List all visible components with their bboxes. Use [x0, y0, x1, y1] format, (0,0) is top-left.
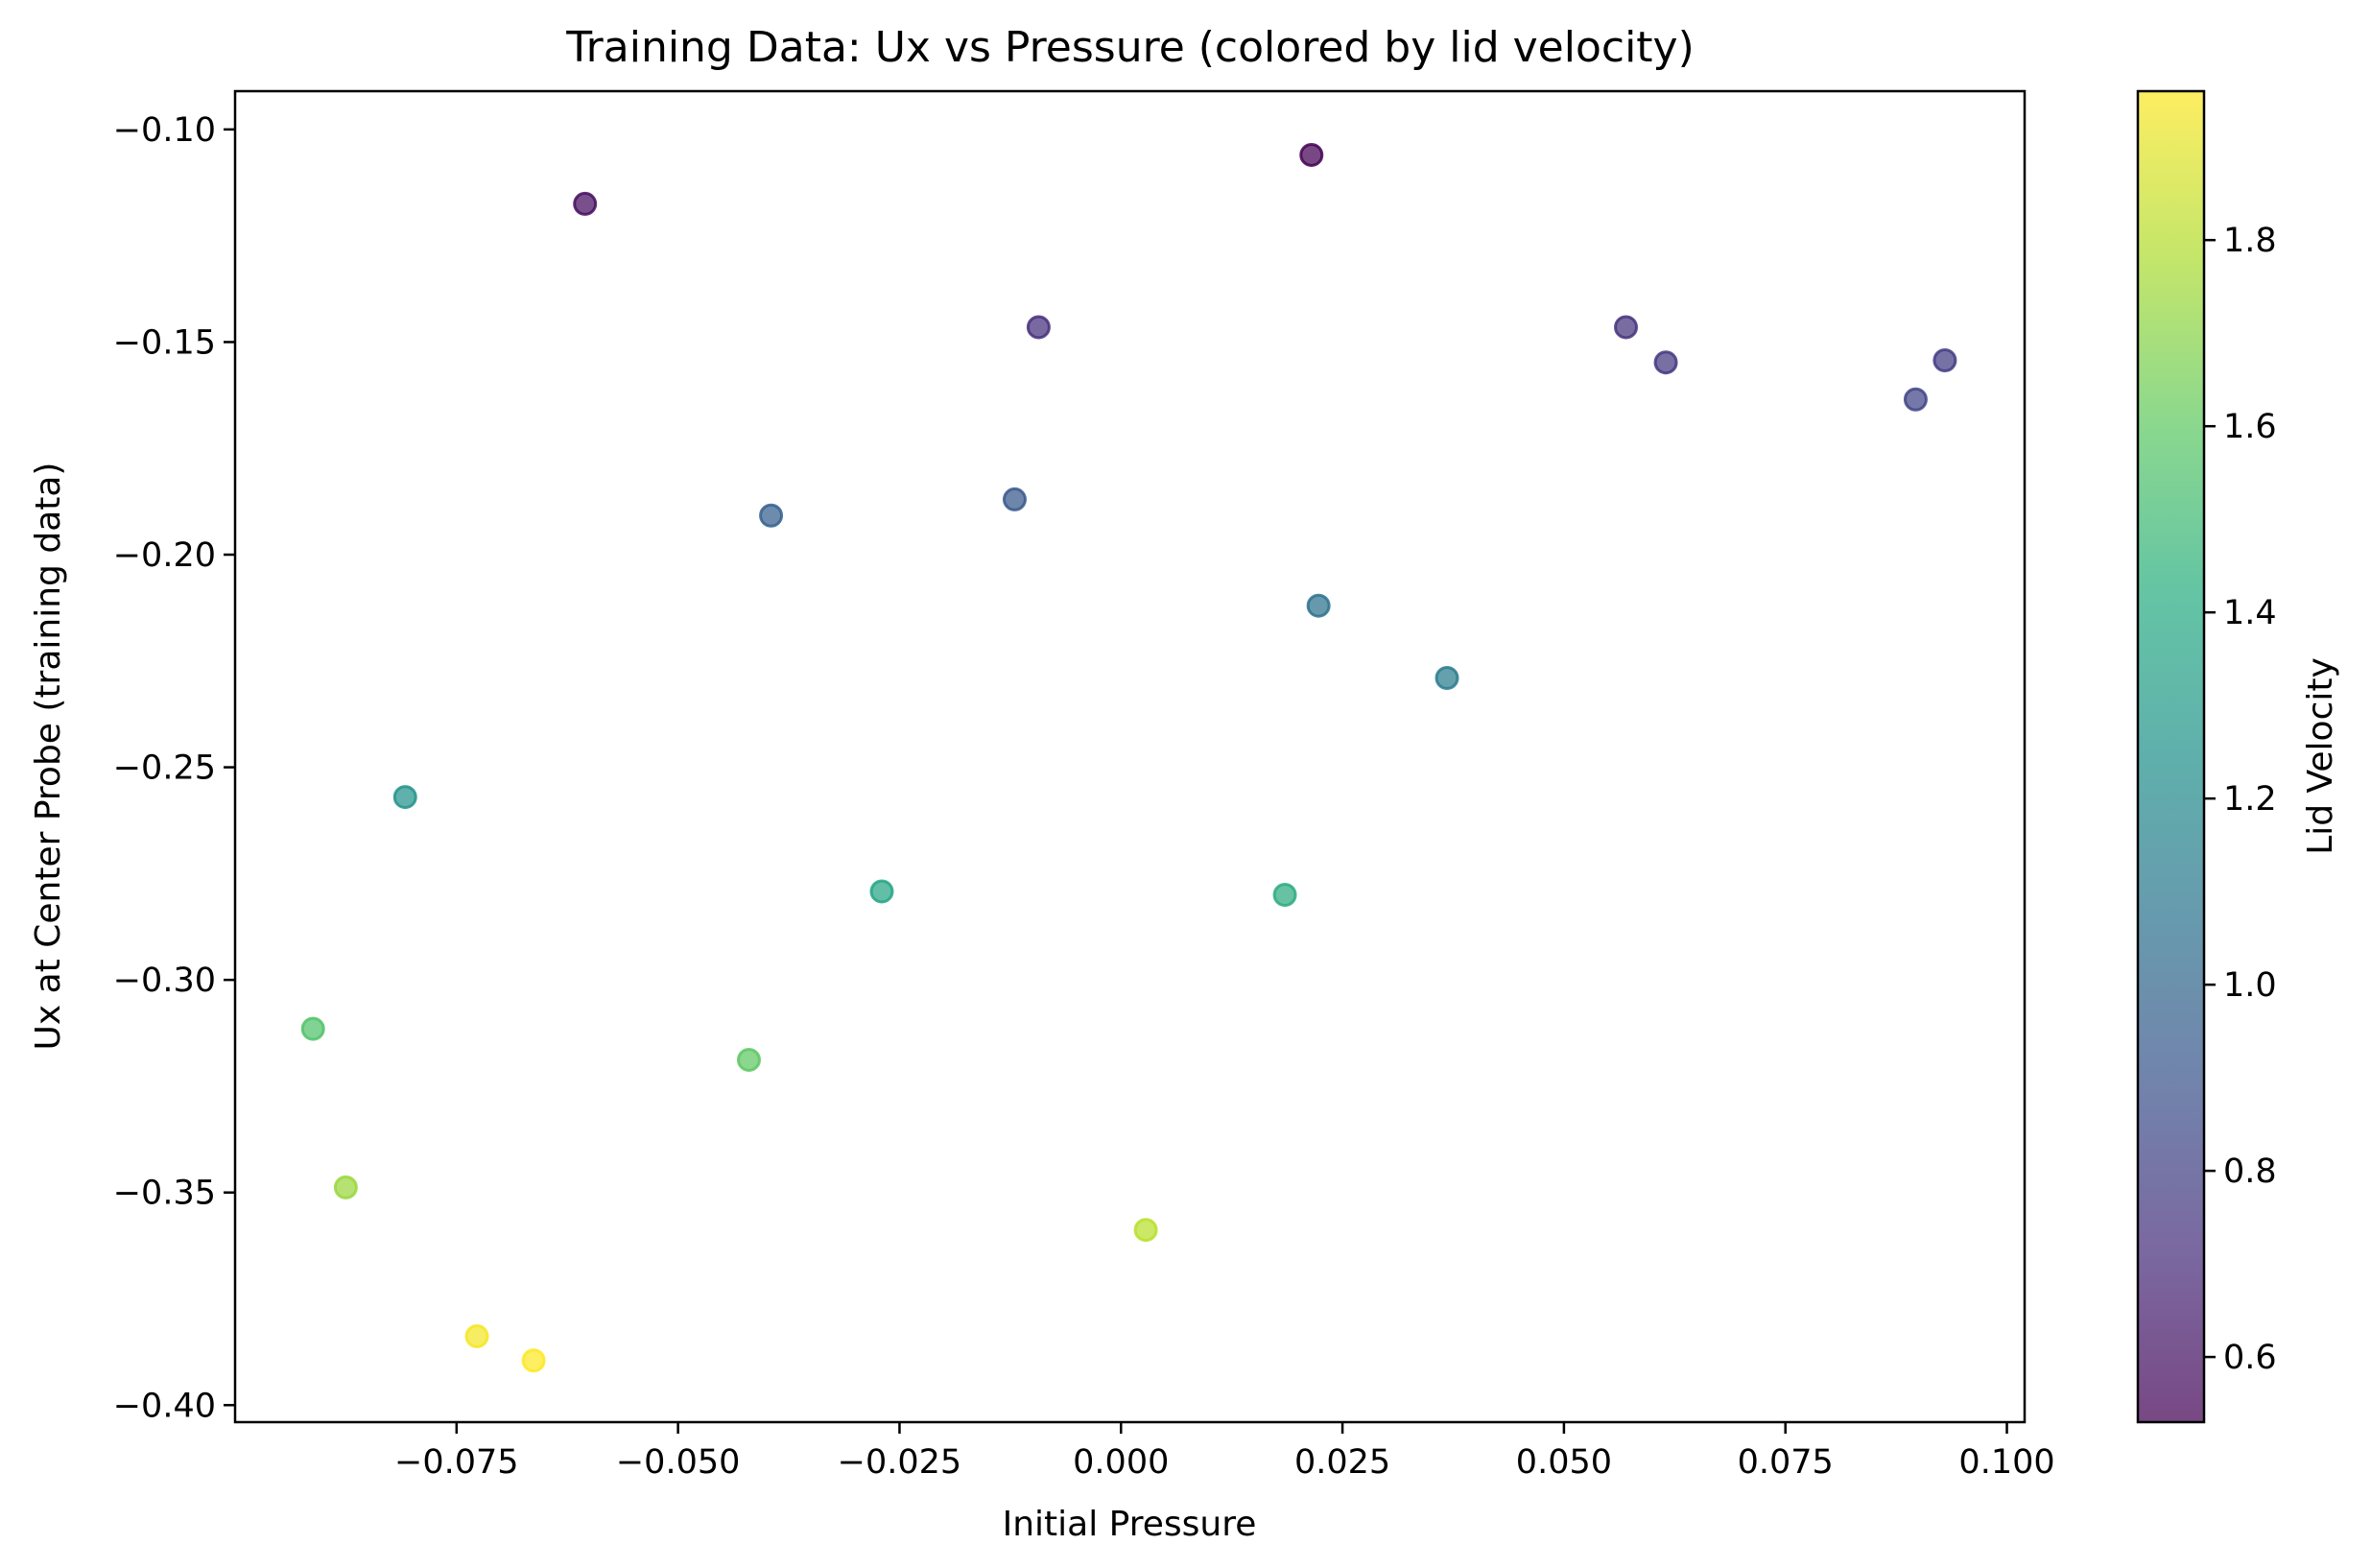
y-tick-label: −0.20 — [113, 536, 216, 575]
x-tick-label: 0.050 — [1516, 1443, 1612, 1482]
x-tick-label: −0.050 — [616, 1443, 741, 1482]
x-tick-label: 0.025 — [1294, 1443, 1390, 1482]
x-tick-label: 0.100 — [1958, 1443, 2054, 1482]
data-point-12 — [869, 879, 894, 904]
data-point-15 — [736, 1047, 761, 1072]
colorbar-tick-label: 1.0 — [2223, 966, 2277, 1005]
data-point-0 — [1299, 142, 1324, 167]
data-point-3 — [1614, 315, 1639, 340]
y-tick-label: −0.10 — [113, 111, 216, 150]
y-tick-label: −0.15 — [113, 323, 216, 362]
colorbar-tick-label: 1.8 — [2223, 222, 2277, 260]
colorbar-tick-label: 0.8 — [2223, 1152, 2277, 1191]
x-tick-label: −0.075 — [394, 1443, 519, 1482]
y-tick-label: −0.40 — [113, 1387, 216, 1425]
data-point-9 — [1306, 593, 1331, 618]
y-axis: −0.10 −0.15 −0.20 −0.25 −0.30 −0.35 −0.40 — [113, 111, 235, 1425]
chart-title: Training Data: Ux vs Pressure (colored b… — [565, 23, 1695, 72]
data-point-2 — [1026, 315, 1051, 340]
data-point-1 — [573, 191, 598, 216]
data-point-7 — [1002, 487, 1027, 511]
colorbar-tick-label: 1.4 — [2223, 594, 2277, 632]
data-point-8 — [759, 503, 784, 528]
y-tick-label: −0.25 — [113, 749, 216, 788]
data-points — [300, 142, 1957, 1373]
colorbar-frame — [2136, 89, 2206, 1424]
data-point-18 — [464, 1323, 489, 1348]
plot-frame — [233, 89, 2027, 1424]
x-tick-label: 0.075 — [1738, 1443, 1834, 1482]
colorbar-tick-label: 1.2 — [2223, 780, 2277, 819]
y-tick-label: −0.30 — [113, 962, 216, 1000]
data-point-6 — [1903, 387, 1928, 412]
colorbar-tick-label: 1.6 — [2223, 408, 2277, 446]
x-axis: −0.075 −0.050 −0.025 0.000 0.025 0.050 0.075 0.… — [394, 1422, 2055, 1482]
data-point-10 — [1434, 666, 1459, 691]
data-point-19 — [521, 1348, 546, 1373]
data-point-17 — [1133, 1218, 1158, 1243]
x-tick-label: 0.000 — [1073, 1443, 1169, 1482]
colorbar-label: Lid Velocity — [2301, 657, 2340, 855]
colorbar-tick-label: 0.6 — [2223, 1339, 2277, 1377]
colorbar: 0.6 0.8 1.0 1.2 1.4 1.6 1.8 Lid Velocity — [2136, 89, 2340, 1424]
data-point-14 — [300, 1016, 325, 1041]
colorbar-ticks: 0.6 0.8 1.0 1.2 1.4 1.6 1.8 — [2204, 222, 2277, 1377]
y-axis-label: Ux at Center Probe (training data) — [29, 463, 68, 1051]
colorbar-gradient — [2138, 91, 2204, 1422]
data-point-11 — [392, 785, 417, 810]
data-point-13 — [1272, 883, 1297, 908]
y-tick-label: −0.35 — [113, 1175, 216, 1213]
x-tick-label: −0.025 — [838, 1443, 962, 1482]
data-point-16 — [333, 1175, 358, 1200]
x-axis-label: Initial Pressure — [1003, 1505, 1257, 1544]
data-point-4 — [1653, 350, 1678, 375]
data-point-5 — [1932, 348, 1957, 373]
